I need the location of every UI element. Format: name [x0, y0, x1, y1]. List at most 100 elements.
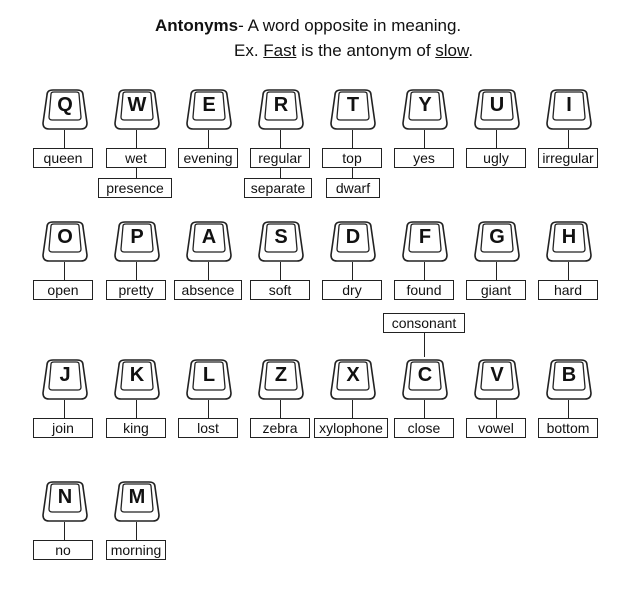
keycap-shape	[186, 89, 232, 130]
key-letter: C	[417, 364, 433, 386]
key-d: D	[330, 218, 380, 282]
key-v: V	[474, 356, 524, 420]
antonym-label: yes	[394, 148, 454, 168]
key-letter: L	[202, 364, 216, 386]
keycap-shape	[258, 221, 304, 262]
antonym-label: hard	[538, 280, 598, 300]
connector-line	[280, 262, 281, 280]
key-n: N	[42, 478, 92, 542]
antonym-label: pretty	[106, 280, 166, 300]
connector-line	[280, 168, 281, 178]
key-c: C	[402, 356, 452, 420]
connector-line	[208, 130, 209, 148]
key-letter: D	[345, 226, 361, 248]
key-t: T	[330, 86, 380, 150]
keycap-shape	[546, 89, 592, 130]
keycap-shape	[330, 221, 376, 262]
antonym-label: presence	[98, 178, 172, 198]
key-u: U	[474, 86, 524, 150]
antonym-label: zebra	[250, 418, 310, 438]
example-end: .	[468, 41, 474, 60]
title-line: Antonyms- A word opposite in meaning.	[155, 16, 461, 36]
antonym-label: no	[33, 540, 93, 560]
connector-line	[352, 262, 353, 280]
antonym-label: join	[33, 418, 93, 438]
antonym-label: giant	[466, 280, 526, 300]
connector-line	[280, 130, 281, 148]
keycap-shape	[474, 89, 520, 130]
key-letter: J	[59, 364, 71, 386]
key-l: L	[186, 356, 236, 420]
connector-line	[496, 400, 497, 418]
antonym-label: ugly	[466, 148, 526, 168]
key-j: J	[42, 356, 92, 420]
key-z: Z	[258, 356, 308, 420]
key-letter: Z	[274, 364, 288, 386]
keycap-shape	[474, 221, 520, 262]
key-letter: N	[57, 486, 73, 508]
example-line: Ex. Fast is the antonym of slow.	[234, 41, 473, 61]
example-word: Fast	[263, 41, 297, 60]
key-s: S	[258, 218, 308, 282]
keycap-shape	[402, 221, 448, 262]
connector-line	[136, 522, 137, 540]
antonym-label: evening	[178, 148, 238, 168]
key-i: I	[546, 86, 596, 150]
connector-line	[424, 333, 425, 357]
keycap-shape	[402, 359, 448, 400]
key-e: E	[186, 86, 236, 150]
connector-line	[136, 262, 137, 280]
antonym-label: king	[106, 418, 166, 438]
key-letter: F	[418, 226, 432, 248]
connector-line	[568, 400, 569, 418]
keycap-shape	[402, 89, 448, 130]
connector-line	[568, 130, 569, 148]
key-x: X	[330, 356, 380, 420]
connector-line	[64, 400, 65, 418]
key-k: K	[114, 356, 164, 420]
antonym-label: found	[394, 280, 454, 300]
key-letter: H	[561, 226, 577, 248]
keycap-shape	[114, 221, 160, 262]
antonym-label: queen	[33, 148, 93, 168]
key-letter: Q	[57, 94, 73, 116]
key-letter: M	[128, 486, 146, 508]
key-letter: T	[346, 94, 360, 116]
key-letter: Y	[418, 94, 432, 116]
keycap-shape	[330, 359, 376, 400]
keycap-shape	[42, 481, 88, 522]
antonym-label: bottom	[538, 418, 598, 438]
connector-line	[424, 130, 425, 148]
key-letter: K	[129, 364, 145, 386]
key-q: Q	[42, 86, 92, 150]
key-letter: O	[57, 226, 73, 248]
antonym-label: xylophone	[314, 418, 388, 438]
key-p: P	[114, 218, 164, 282]
connector-line	[64, 130, 65, 148]
keycap-shape	[258, 89, 304, 130]
key-letter: W	[127, 94, 147, 116]
antonym-label: open	[33, 280, 93, 300]
key-letter: X	[346, 364, 360, 386]
key-letter: P	[130, 226, 144, 248]
keycap-shape	[114, 89, 160, 130]
antonym-label: soft	[250, 280, 310, 300]
antonym-label: dry	[322, 280, 382, 300]
connector-line	[352, 168, 353, 178]
connector-line	[568, 262, 569, 280]
key-letter: G	[489, 226, 505, 248]
key-f: F	[402, 218, 452, 282]
keycap-shape	[42, 89, 88, 130]
antonym-label: absence	[174, 280, 242, 300]
antonym-label: separate	[244, 178, 312, 198]
connector-line	[424, 262, 425, 280]
key-r: R	[258, 86, 308, 150]
connector-line	[64, 262, 65, 280]
antonym-label: consonant	[383, 313, 465, 333]
key-o: O	[42, 218, 92, 282]
keycap-shape	[42, 221, 88, 262]
connector-line	[136, 130, 137, 148]
antonym-label: dwarf	[326, 178, 380, 198]
key-g: G	[474, 218, 524, 282]
